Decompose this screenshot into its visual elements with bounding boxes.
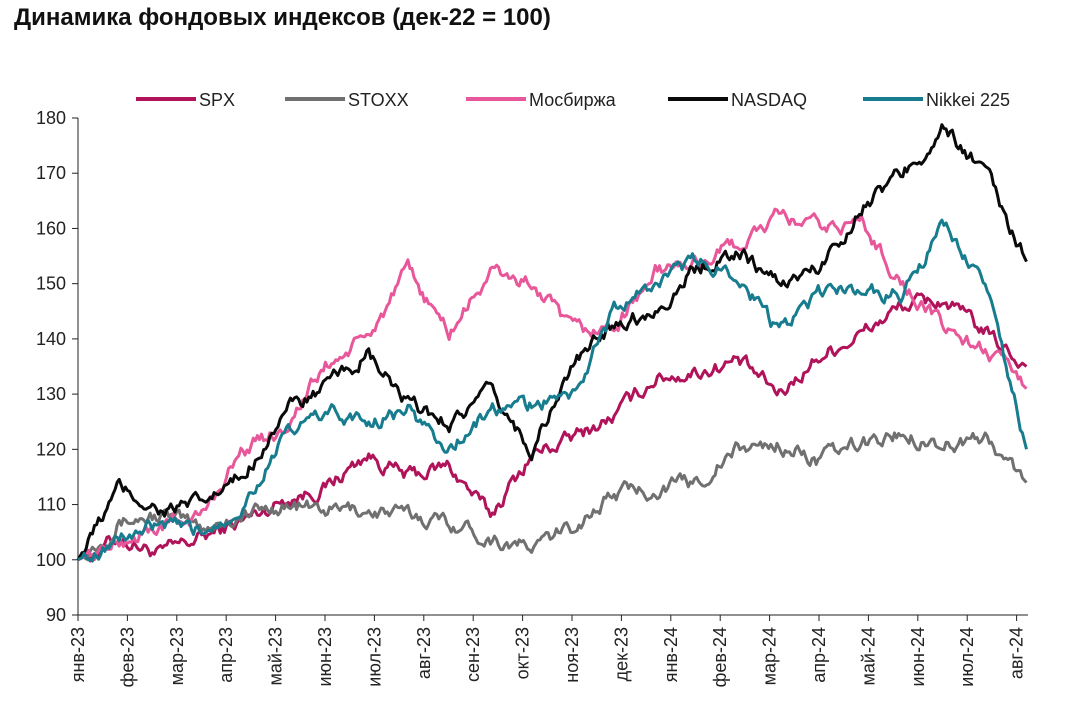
x-tick-label: май-23 <box>266 627 286 685</box>
x-tick-label: авг-24 <box>1007 627 1027 679</box>
legend-label: STOXX <box>348 90 409 110</box>
x-tick-label: дек-23 <box>611 627 631 681</box>
y-tick-label: 130 <box>36 384 66 404</box>
y-tick-label: 100 <box>36 550 66 570</box>
x-tick-label: июл-23 <box>364 627 384 687</box>
x-tick-label: окт-23 <box>513 627 533 679</box>
x-tick-label: фев-24 <box>710 627 730 687</box>
x-tick-label: авг-23 <box>414 627 434 679</box>
series-line-1 <box>76 431 1028 561</box>
x-tick-label: мар-24 <box>760 627 780 685</box>
y-tick-label: 170 <box>36 163 66 183</box>
x-tick-label: июн-23 <box>315 627 335 687</box>
x-tick-label: фев-23 <box>117 627 137 687</box>
x-tick-label: июл-24 <box>957 627 977 687</box>
x-tick-label: июн-24 <box>908 627 928 687</box>
y-tick-label: 90 <box>46 605 66 625</box>
x-tick-label: мар-23 <box>167 627 187 685</box>
y-tick-label: 160 <box>36 218 66 238</box>
legend: SPX STOXX Мосбиржа NASDAQ Nikkei 225 <box>136 90 1010 110</box>
legend-label: SPX <box>199 90 235 110</box>
x-tick-label: янв-24 <box>661 627 681 682</box>
legend-label: NASDAQ <box>731 90 807 110</box>
series-line-4 <box>77 218 1028 563</box>
y-tick-label: 150 <box>36 274 66 294</box>
series-lines <box>76 123 1028 563</box>
axes: 90 100 110 120 130 140 150 160 170 180 янв-23 фев-2… <box>36 108 1028 687</box>
x-tick-label: апр-24 <box>809 627 829 683</box>
x-tick-label: ноя-23 <box>562 627 582 683</box>
y-tick-label: 180 <box>36 108 66 128</box>
x-tick-label: апр-23 <box>216 627 236 683</box>
y-tick-label: 120 <box>36 439 66 459</box>
chart-title: Динамика фондовых индексов (дек-22 = 100… <box>14 4 551 31</box>
series-line-2 <box>77 207 1028 562</box>
x-tick-label: янв-23 <box>68 627 88 682</box>
legend-label: Мосбиржа <box>529 90 617 110</box>
y-tick-label: 110 <box>37 495 66 515</box>
series-line-0 <box>77 292 1028 563</box>
y-tick-label: 140 <box>36 329 66 349</box>
series-line-3 <box>76 123 1028 561</box>
x-tick-label: май-24 <box>858 627 878 685</box>
legend-label: Nikkei 225 <box>926 90 1010 110</box>
x-tick-label: сен-23 <box>463 627 483 682</box>
